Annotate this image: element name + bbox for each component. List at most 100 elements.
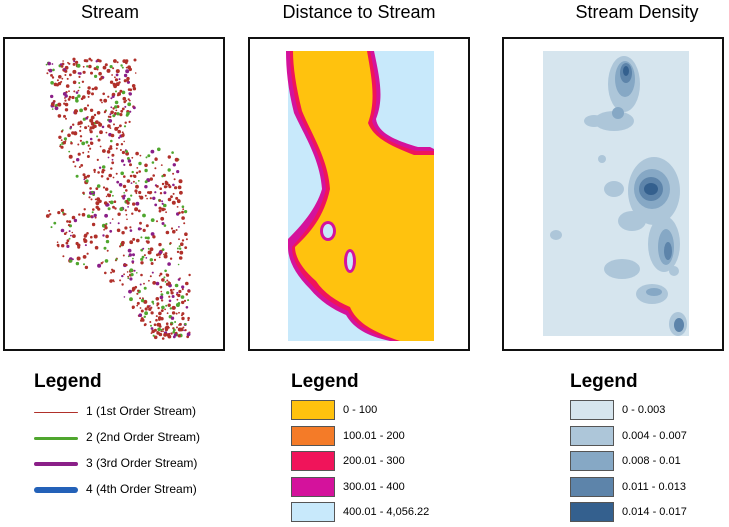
stream-segment [158,332,163,337]
stream-segment [133,58,137,62]
stream-segment [176,170,180,174]
stream-segment [95,201,100,206]
stream-segment [72,57,76,61]
stream-segment [115,82,120,87]
stream-segment [104,259,109,263]
stream-segment [64,102,69,107]
stream-map-panel [3,37,225,351]
stream-segment [136,292,139,295]
stream-segment [143,254,146,257]
stream-segment [150,149,155,154]
stream-segment [103,201,108,205]
stream-segment [145,240,149,243]
legend-label: 0.014 - 0.017 [622,506,687,518]
stream-segment [125,150,129,153]
stream-segment [90,141,93,144]
stream-segment [59,143,62,146]
stream-segment [86,104,90,107]
stream-segment [165,273,168,276]
stream-segment [82,151,85,154]
stream-segment [114,207,117,210]
panel-title-stream: Stream [80,2,140,22]
stream-segment [185,293,189,296]
stream-segment [86,116,89,118]
stream-segment [138,161,142,166]
stream-segment [166,291,170,295]
stream-segment [125,199,129,203]
legend-item: 1 (1st Order Stream) [34,404,234,420]
stream-segment [147,250,152,255]
stream-segment [74,111,78,115]
density-hotspot-south [550,155,687,336]
stream-segment [109,127,112,129]
stream-segment [136,167,139,169]
stream-segment [94,198,97,201]
stream-segment [149,197,152,200]
legend-title-stream: Legend [34,371,102,392]
stream-segment [186,332,191,337]
stream-segment [104,224,107,227]
legend-distance: 0 - 100 100.01 - 200 200.01 - 300 300.01 - … [291,400,491,526]
legend-label: 0.011 - 0.013 [622,480,687,493]
stream-segment [65,213,67,215]
stream-segment [93,113,97,117]
stream-segment [154,167,157,170]
stream-segment [171,200,176,205]
stream-segment [180,314,183,317]
stream-segment [174,186,178,190]
stream-segment [48,68,53,73]
stream-segment [93,234,98,239]
stream-segment [88,196,91,199]
legend-label: 200.01 - 300 [343,455,405,467]
stream-segment [119,124,122,128]
stream-segment [78,82,81,84]
stream-segment [68,90,70,93]
stream-segment [171,311,176,315]
stream-segment [143,282,145,285]
stream-segment [139,297,142,300]
stream-segment [90,71,93,75]
stream-segment [108,119,113,123]
stream-segment [101,170,105,174]
stream-segment [118,78,121,81]
stream-segment [158,242,162,247]
stream-segment [140,273,143,277]
stream-segment [155,315,158,318]
stream-segment [83,208,86,211]
stream-segment [117,129,121,134]
stream-segment [128,67,132,72]
stream-segment [124,121,127,124]
stream-segment [110,271,113,274]
stream-segment [84,265,89,270]
stream-segment [178,226,180,228]
stream-segment [112,205,115,209]
stream-segment [118,136,121,139]
stream-segment [114,112,117,115]
stream-segment [99,130,103,135]
stream-segment [82,173,86,177]
stream-segment [121,107,125,111]
legend-color-swatch [291,425,335,446]
stream-segment [121,150,125,155]
stream-segment [165,325,170,330]
stream-segment [149,321,152,323]
stream-segment [60,145,64,149]
stream-segment [127,102,132,107]
stream-segment [68,154,73,159]
stream-segment [102,149,106,153]
stream-segment [139,221,142,225]
stream-segment [187,319,190,322]
stream-segment [109,115,112,119]
stream-segment [61,244,65,248]
stream-segment [82,117,86,121]
stream-segment [67,133,71,138]
stream-segment [167,168,171,172]
stream-segment [144,236,148,240]
stream-segment [172,229,176,234]
stream-segment [84,244,87,247]
stream-segment [163,208,166,211]
legend-item: 4 (4th Order Stream) [34,482,234,498]
stream-segment [55,103,58,107]
stream-segment [93,168,96,172]
stream-segment [149,305,151,307]
